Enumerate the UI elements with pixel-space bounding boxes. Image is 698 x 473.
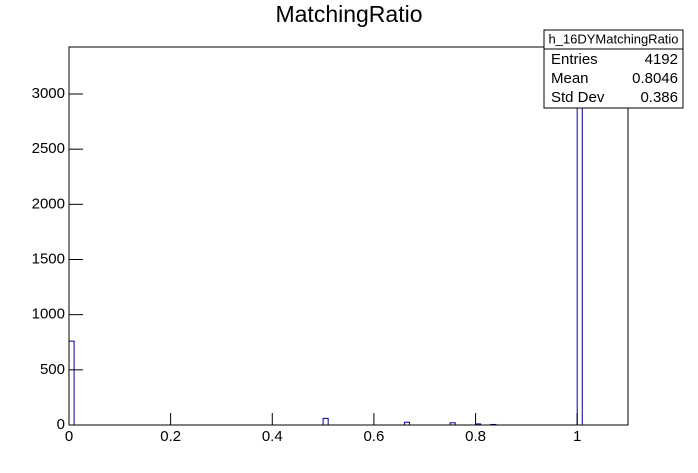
stats-name: h_16DYMatchingRatio <box>548 31 678 46</box>
y-tick-label: 2000 <box>32 195 65 212</box>
y-tick-label: 2500 <box>32 140 65 157</box>
x-tick-label: 1 <box>573 428 581 445</box>
stats-label: Std Dev <box>551 89 605 106</box>
stats-box <box>543 29 684 109</box>
y-tick-label: 1000 <box>32 306 65 323</box>
x-tick-label: 0.4 <box>262 428 283 445</box>
y-tick-label: 3000 <box>32 85 65 102</box>
x-tick-label: 0.8 <box>465 428 486 445</box>
chart-title: MatchingRatio <box>275 1 422 27</box>
stats-label: Mean <box>551 70 589 87</box>
y-tick-label: 0 <box>57 416 65 433</box>
stats-value: 0.8046 <box>632 70 678 87</box>
x-tick-label: 0.6 <box>363 428 384 445</box>
y-tick-label: 1500 <box>32 250 65 267</box>
y-tick-label: 500 <box>40 361 65 378</box>
stats-value: 4192 <box>645 51 678 68</box>
x-tick-label: 0.2 <box>160 428 181 445</box>
plot-frame <box>68 46 629 426</box>
stats-value: 0.386 <box>640 89 678 106</box>
stats-label: Entries <box>551 51 598 68</box>
x-tick-label: 0 <box>65 428 73 445</box>
